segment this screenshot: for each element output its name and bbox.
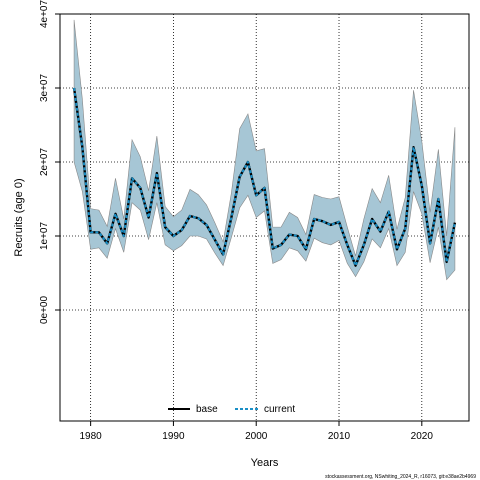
x-tick-label: 2020	[411, 431, 434, 442]
series-line-current	[73, 87, 456, 267]
x-axis: 1980 1990 2000 2010 2020	[80, 421, 434, 442]
y-tick-label: 2e+07	[39, 148, 50, 177]
footer-source: stockassessment.org, NSwhiting_2024_R, r…	[325, 474, 476, 480]
y-tick-label: 0e+00	[39, 296, 50, 325]
confidence-band-area	[73, 19, 456, 281]
x-tick-label: 2010	[328, 431, 351, 442]
legend: base current	[168, 404, 295, 415]
x-tick-label: 1990	[162, 431, 185, 442]
x-tick-label: 2000	[245, 431, 268, 442]
legend-current-label: current	[264, 404, 295, 415]
x-tick-label: 1980	[80, 431, 103, 442]
series-lines	[72, 87, 457, 267]
y-axis-title: Recruits (age 0)	[13, 178, 25, 256]
x-axis-title: Years	[251, 457, 279, 469]
plot-frame	[59, 13, 470, 422]
y-tick-label: 3e+07	[39, 74, 50, 103]
legend-base-label: base	[196, 404, 218, 415]
y-axis: 0e+00 1e+07 2e+07 3e+07 4e+07	[39, 0, 60, 324]
y-tick-label: 1e+07	[39, 222, 50, 251]
y-tick-label: 4e+07	[39, 0, 50, 28]
confidence-band	[73, 19, 456, 281]
